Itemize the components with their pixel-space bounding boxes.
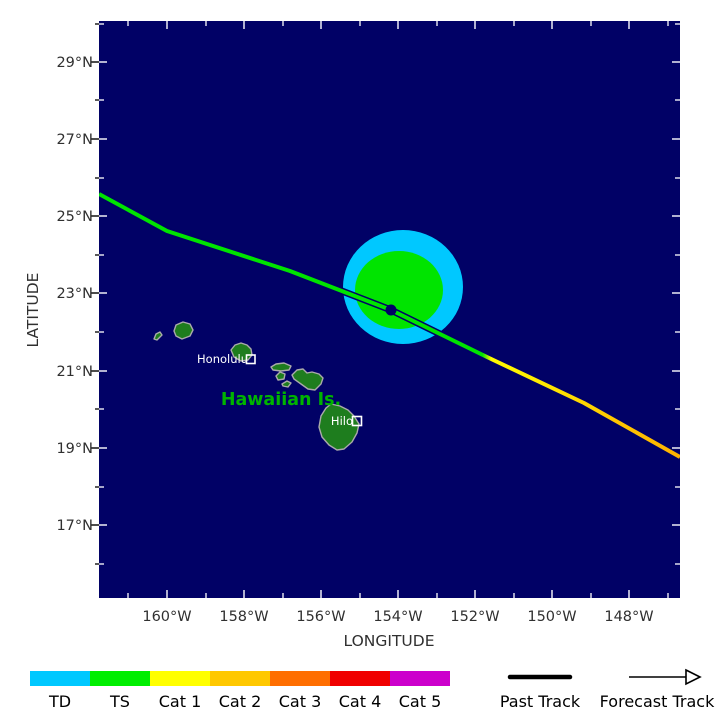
forecast-track-label: Forecast Track (600, 692, 715, 710)
storm-center-marker (385, 304, 397, 316)
legend-swatch-cat-1 (150, 671, 210, 686)
island-kahoolawe (281, 380, 292, 388)
city-hilo: Hilo (331, 414, 363, 428)
city-honolulu: Honolulu (197, 352, 256, 366)
axis-tick-labels: 160°W 158°W 156°W 154°W 152°W 150°W 148°W 29°N 2… (56, 55, 653, 625)
y-tick-label: 23°N (56, 286, 93, 302)
legend-label-ts: TS (109, 692, 130, 710)
y-tick-label: 17°N (56, 518, 93, 534)
city-label-honolulu: Honolulu (197, 352, 248, 366)
y-tick-label: 27°N (56, 132, 93, 148)
islands (153, 321, 360, 451)
x-axis-title: LONGITUDE (343, 632, 434, 650)
legend-swatch-ts (90, 671, 150, 686)
legend-swatch-td (30, 671, 90, 686)
y-tick-label: 29°N (56, 55, 93, 71)
x-tick-label: 148°W (604, 609, 653, 625)
legend-intensity-scale: TD TS Cat 1 Cat 2 Cat 3 Cat 4 Cat 5 (30, 671, 450, 710)
city-marker-hilo (351, 415, 363, 427)
x-tick-label: 160°W (142, 609, 191, 625)
island-lanai (275, 371, 286, 381)
legend-label-cat-5: Cat 5 (399, 692, 442, 710)
legend-label-cat-4: Cat 4 (339, 692, 382, 710)
city-marker-honolulu (245, 354, 256, 365)
x-tick-label: 156°W (296, 609, 345, 625)
legend-label-td: TD (48, 692, 71, 710)
island-niihau (153, 331, 163, 341)
y-axis-title: LATITUDE (24, 273, 42, 348)
x-tick-label: 152°W (450, 609, 499, 625)
legend: TD TS Cat 1 Cat 2 Cat 3 Cat 4 Cat 5 Past Track… (30, 668, 715, 710)
legend-swatch-cat-5 (390, 671, 450, 686)
legend-swatch-cat-2 (210, 671, 270, 686)
x-tick-label: 158°W (219, 609, 268, 625)
legend-label-cat-1: Cat 1 (159, 692, 202, 710)
axis-ticks (91, 21, 680, 598)
island-kauai (173, 321, 194, 340)
legend-swatch-cat-3 (270, 671, 330, 686)
map-area: Honolulu Hilo Hawaiian Is. (99, 21, 680, 598)
storm-center (385, 304, 397, 316)
city-label-hilo: Hilo (331, 414, 353, 428)
wind-radius-ts (355, 251, 443, 329)
x-tick-label: 150°W (527, 609, 576, 625)
legend-swatch-cat-4 (330, 671, 390, 686)
y-tick-label: 19°N (56, 441, 93, 457)
past-track-label: Past Track (500, 692, 581, 710)
y-tick-label: 25°N (56, 209, 93, 225)
island-maui (291, 368, 324, 391)
legend-label-cat-2: Cat 2 (219, 692, 262, 710)
y-tick-label: 21°N (56, 364, 93, 380)
island-molokai (270, 362, 292, 372)
island-hawaii (318, 403, 360, 451)
storm-wind-radii (343, 230, 463, 344)
region-label: Hawaiian Is. (221, 390, 341, 410)
forecast-arrowhead-icon (685, 668, 702, 686)
legend-label-cat-3: Cat 3 (279, 692, 322, 710)
x-tick-label: 154°W (373, 609, 422, 625)
